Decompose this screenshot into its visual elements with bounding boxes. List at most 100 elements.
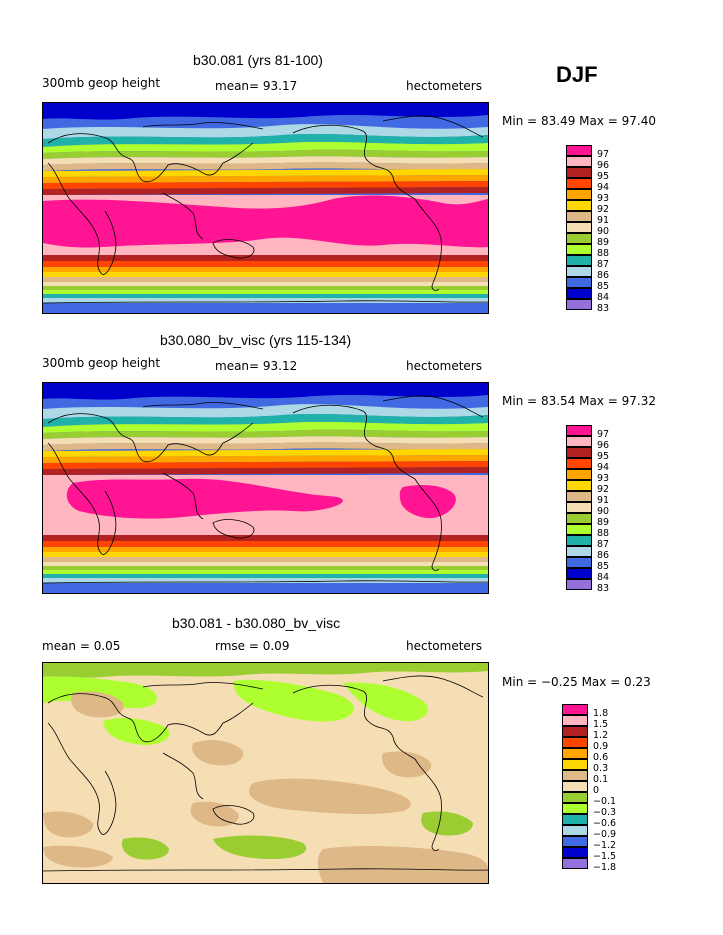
legend-swatch: [562, 748, 588, 759]
legend-swatch: [566, 255, 592, 266]
legend-swatch: [566, 266, 592, 277]
legend-label: −0.6: [593, 818, 617, 829]
legend-swatch: [566, 502, 592, 513]
legend-label: 92: [597, 204, 610, 215]
legend-label: 95: [597, 171, 610, 182]
panel-3-units-label: hectometers: [406, 639, 482, 653]
legend-swatch: [566, 425, 592, 436]
panel-3-legend: 1.8 1.5 1.2 0.9 0.6 0.3 0.1 0 −0.1 −0.3 …: [562, 704, 642, 879]
legend-label: 96: [597, 440, 610, 451]
legend-swatch: [562, 792, 588, 803]
panel-1-title: b30.081 (yrs 81-100): [193, 52, 323, 68]
legend-swatch: [566, 189, 592, 200]
panel-2-variable-label: 300mb geop height: [42, 356, 161, 370]
legend-label: −0.1: [593, 796, 617, 807]
legend-swatch: [566, 524, 592, 535]
legend-swatch: [566, 244, 592, 255]
legend-swatch: [562, 825, 588, 836]
legend-label: 87: [597, 259, 610, 270]
legend-label: −1.2: [593, 840, 617, 851]
legend-label: 84: [597, 572, 610, 583]
legend-label: −1.8: [593, 862, 617, 873]
legend-swatch: [566, 167, 592, 178]
panel-1-legend: 97 96 95 94 93 92 91 90 89 88 87 86 85 8…: [566, 145, 646, 320]
legend-swatch: [566, 436, 592, 447]
panel-1-variable-label: 300mb geop height: [42, 76, 161, 90]
legend-label: 89: [597, 237, 610, 248]
legend-swatch: [566, 233, 592, 244]
legend-label: −1.5: [593, 851, 617, 862]
legend-label: 91: [597, 215, 610, 226]
panel-2-map: [42, 382, 489, 594]
panel-2-units-label: hectometers: [406, 359, 482, 373]
legend-label: 83: [597, 583, 610, 594]
panel-2-title: b30.080_bv_visc (yrs 115-134): [160, 332, 352, 348]
legend-swatch: [566, 491, 592, 502]
legend-label: −0.3: [593, 807, 617, 818]
legend-swatch: [562, 781, 588, 792]
legend-swatch: [562, 803, 588, 814]
legend-label: 1.5: [593, 719, 609, 730]
legend-label: 93: [597, 193, 610, 204]
legend-swatch: [566, 568, 592, 579]
legend-swatch: [566, 535, 592, 546]
panel-3-mean-label: mean = 0.05: [42, 639, 121, 653]
legend-swatch: [562, 847, 588, 858]
legend-swatch: [566, 299, 592, 310]
legend-swatch: [566, 200, 592, 211]
legend-label: 91: [597, 495, 610, 506]
legend-swatch: [566, 579, 592, 590]
legend-label: 0.6: [593, 752, 609, 763]
legend-swatch: [562, 726, 588, 737]
legend-label: −0.9: [593, 829, 617, 840]
legend-label: 0.9: [593, 741, 609, 752]
legend-label: 1.2: [593, 730, 609, 741]
panel-1-map: [42, 102, 489, 314]
legend-swatch: [566, 469, 592, 480]
legend-swatch: [566, 447, 592, 458]
legend-label: 86: [597, 270, 610, 281]
legend-swatch: [562, 759, 588, 770]
legend-label: 93: [597, 473, 610, 484]
legend-label: 87: [597, 539, 610, 550]
legend-label: 0: [593, 785, 600, 796]
legend-swatch: [566, 178, 592, 189]
legend-swatch: [566, 277, 592, 288]
legend-label: 97: [597, 429, 610, 440]
panel-2-minmax: Min = 83.54 Max = 97.32: [502, 394, 656, 408]
season-label: DJF: [556, 62, 598, 87]
legend-swatch: [562, 715, 588, 726]
legend-label: 84: [597, 292, 610, 303]
legend-swatch: [562, 704, 588, 715]
legend-label: 0.3: [593, 763, 609, 774]
panel-3-minmax: Min = −0.25 Max = 0.23: [502, 675, 651, 689]
legend-label: 88: [597, 248, 610, 259]
legend-label: 97: [597, 149, 610, 160]
legend-swatch: [562, 836, 588, 847]
legend-swatch: [566, 546, 592, 557]
panel-1-minmax: Min = 83.49 Max = 97.40: [502, 114, 656, 128]
legend-label: 89: [597, 517, 610, 528]
panel-3-map: [42, 662, 489, 884]
legend-swatch: [562, 858, 588, 869]
panel-3-rmse-label: rmse = 0.09: [215, 639, 290, 653]
panel-2-legend: 97 96 95 94 93 92 91 90 89 88 87 86 85 8…: [566, 425, 646, 600]
legend-swatch: [566, 480, 592, 491]
legend-swatch: [566, 145, 592, 156]
legend-swatch: [566, 557, 592, 568]
panel-3-title: b30.081 - b30.080_bv_visc: [172, 615, 341, 631]
legend-swatch: [562, 770, 588, 781]
legend-label: 95: [597, 451, 610, 462]
legend-label: 85: [597, 281, 610, 292]
legend-label: 88: [597, 528, 610, 539]
legend-label: 1.8: [593, 708, 609, 719]
legend-label: 90: [597, 506, 610, 517]
legend-label: 85: [597, 561, 610, 572]
legend-label: 96: [597, 160, 610, 171]
legend-label: 94: [597, 462, 610, 473]
legend-label: 92: [597, 484, 610, 495]
legend-swatch: [562, 814, 588, 825]
legend-label: 86: [597, 550, 610, 561]
legend-label: 0.1: [593, 774, 609, 785]
legend-label: 94: [597, 182, 610, 193]
